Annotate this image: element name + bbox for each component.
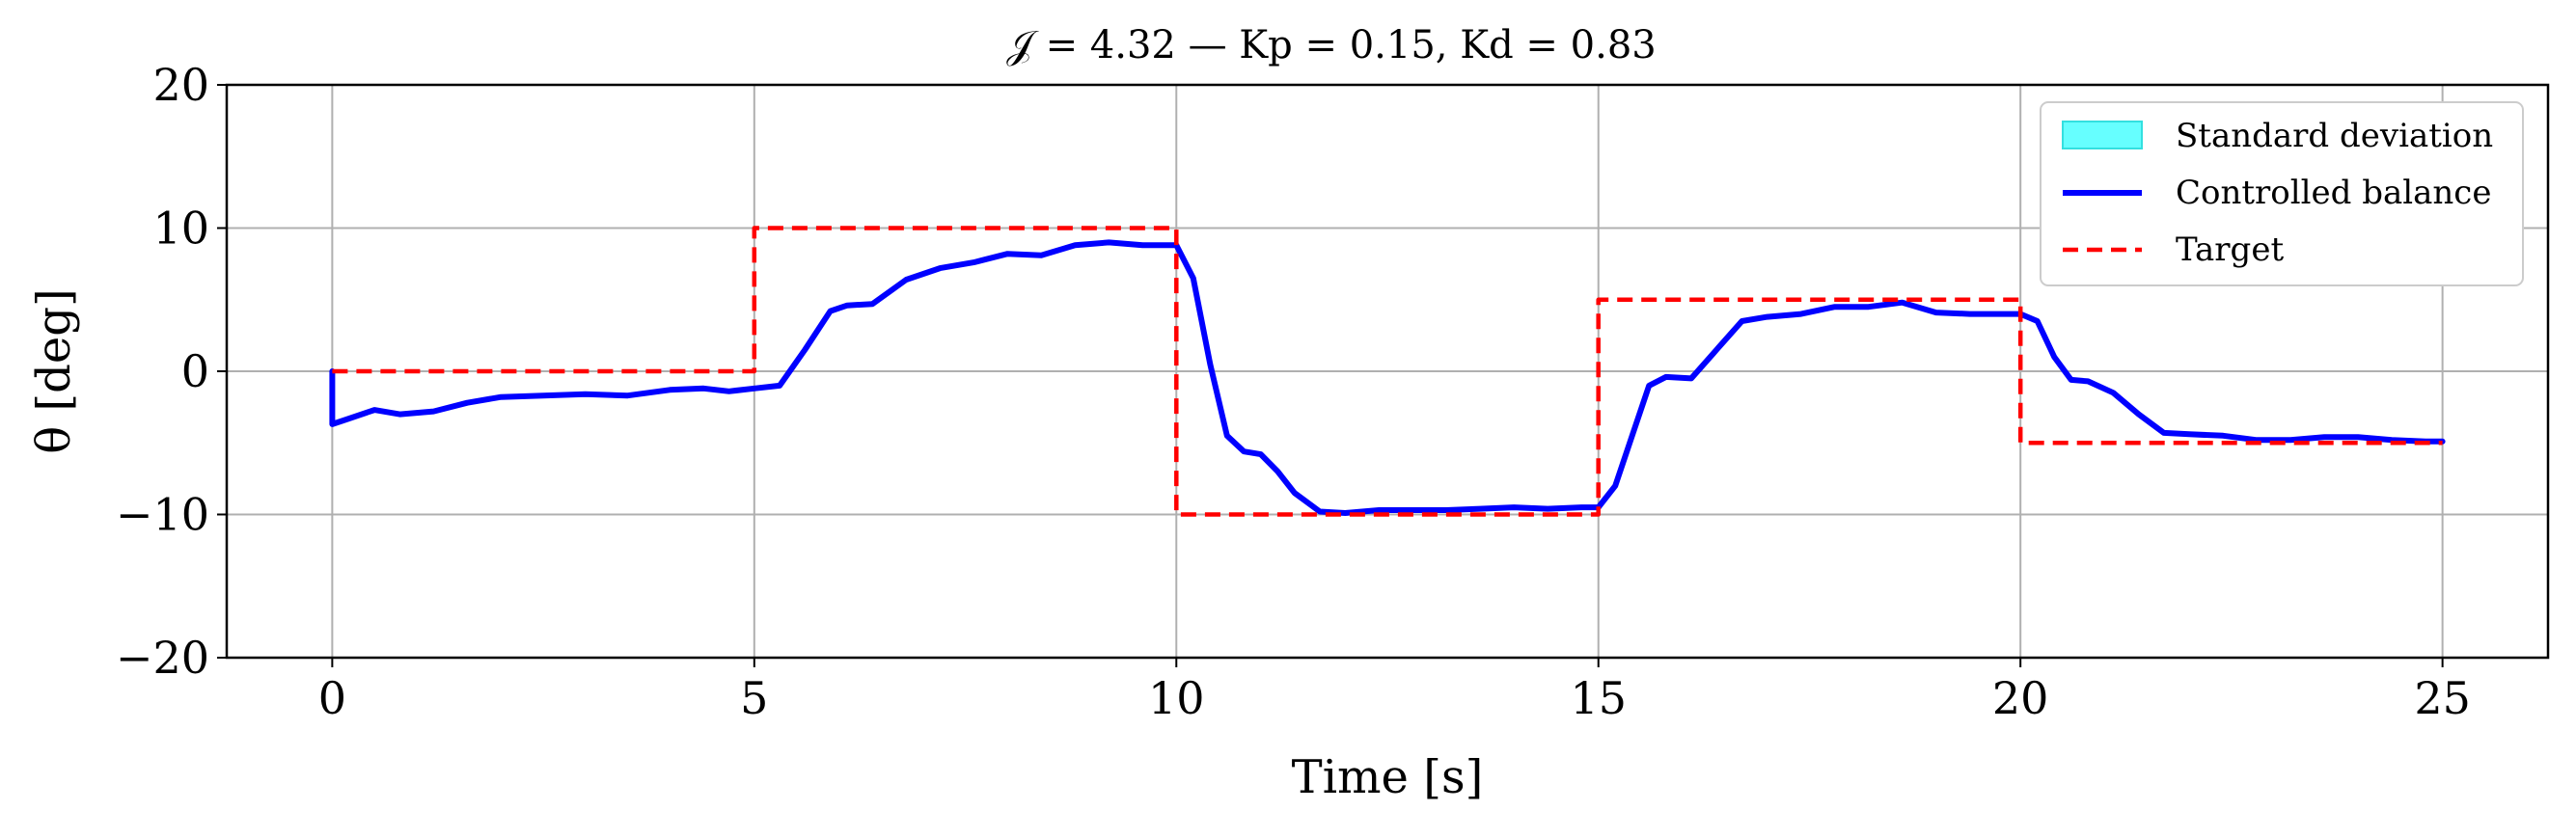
chart-title: 𝒥 = 4.32 — Kp = 0.15, Kd = 0.83 (1006, 23, 1656, 68)
x-axis-label: Time [s] (1292, 750, 1484, 804)
y-tick-label: 20 (152, 59, 209, 111)
legend-label-target: Target (2176, 230, 2284, 269)
legend-box (2040, 101, 2524, 286)
legend-label-std: Standard deviation (2176, 117, 2493, 155)
y-tick-label: −10 (116, 489, 209, 541)
y-axis-label: θ [deg] (27, 288, 81, 453)
ticks: 0 5 10 15 20 25 −20 −10 0 10 20 (116, 59, 2471, 724)
x-tick-label: 15 (1570, 672, 1627, 724)
y-tick-label: 0 (181, 345, 209, 397)
x-tick-label: 5 (740, 672, 768, 724)
x-tick-label: 0 (318, 672, 346, 724)
x-tick-label: 20 (1992, 672, 2049, 724)
y-tick-label: −20 (116, 632, 209, 684)
target-line (332, 226, 2443, 517)
legend-swatch-std (2062, 121, 2143, 149)
y-tick-label: 10 (152, 203, 209, 255)
legend: Standard deviation Controlled balance Ta… (2040, 101, 2524, 286)
x-tick-label: 25 (2414, 672, 2471, 724)
plot-series (329, 226, 2446, 517)
x-tick-label: 10 (1148, 672, 1205, 724)
controlled-balance-line (329, 239, 2446, 516)
legend-label-balance: Controlled balance (2176, 174, 2491, 212)
